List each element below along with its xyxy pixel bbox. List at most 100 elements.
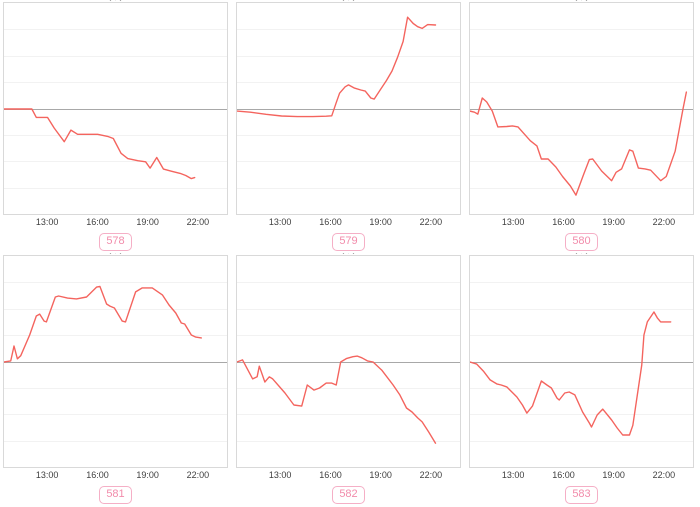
x-axis-tick: 22:00 xyxy=(186,470,210,480)
zero-baseline xyxy=(470,361,693,363)
grid-line xyxy=(237,82,460,84)
x-axis-tick: 13:00 xyxy=(501,217,525,227)
plot-area[interactable] xyxy=(236,2,461,215)
chart-cell: ( , ) 13:00 16:00 19:00 22:00 580 xyxy=(469,0,694,253)
x-axis-tick: 22:00 xyxy=(419,470,443,480)
chart-badge[interactable]: 580 xyxy=(565,233,598,251)
x-axis: 13:00 16:00 19:00 22:00 xyxy=(469,468,694,480)
chart-title-text: ( , ) xyxy=(236,0,461,2)
series-line xyxy=(470,91,688,196)
clipped-chart-title: ( , ) xyxy=(3,253,228,255)
clipped-chart-title: ( , ) xyxy=(469,0,694,2)
chart-cell: ( , ) 13:00 16:00 19:00 22:00 583 xyxy=(469,253,694,506)
clipped-chart-title: ( , ) xyxy=(236,253,461,255)
grid-line xyxy=(4,387,227,389)
line-chart-svg xyxy=(470,91,688,196)
grid-line xyxy=(237,308,460,310)
grid-line xyxy=(4,414,227,416)
plot-area[interactable] xyxy=(469,2,694,215)
zero-baseline xyxy=(237,108,460,110)
grid-line xyxy=(470,282,693,284)
x-axis-tick: 16:00 xyxy=(86,217,109,227)
grid-line xyxy=(4,282,227,284)
grid-line xyxy=(237,55,460,57)
x-axis-tick: 22:00 xyxy=(419,217,443,227)
zero-baseline xyxy=(4,361,227,363)
badge-row: 580 xyxy=(469,227,694,253)
badge-row: 581 xyxy=(3,480,228,506)
zero-baseline xyxy=(470,108,693,110)
chart-title-text: ( , ) xyxy=(3,253,228,255)
zero-baseline xyxy=(4,108,227,110)
clipped-chart-title: ( , ) xyxy=(236,0,461,2)
grid-line xyxy=(237,29,460,31)
x-axis: 13:00 16:00 19:00 22:00 xyxy=(469,215,694,227)
grid-line xyxy=(237,134,460,136)
chart-badge[interactable]: 583 xyxy=(565,486,598,504)
grid-line xyxy=(4,440,227,442)
grid-line xyxy=(470,161,693,163)
series-line xyxy=(4,108,196,180)
series-line xyxy=(237,355,437,444)
plot-area[interactable] xyxy=(3,2,228,215)
chart-cell: ( , ) 13:00 16:00 19:00 22:00 582 xyxy=(236,253,461,506)
series-line xyxy=(237,16,437,118)
chart-cell: ( , ) 13:00 16:00 19:00 22:00 581 xyxy=(3,253,228,506)
line-chart-svg xyxy=(4,108,196,180)
grid-line xyxy=(4,82,227,84)
x-axis-tick: 22:00 xyxy=(652,217,676,227)
grid-line xyxy=(4,187,227,189)
line-chart-svg xyxy=(237,16,437,118)
x-axis-tick: 19:00 xyxy=(369,217,392,227)
badge-row: 583 xyxy=(469,480,694,506)
chart-badge[interactable]: 582 xyxy=(332,486,365,504)
grid-line xyxy=(237,387,460,389)
grid-line xyxy=(470,308,693,310)
chart-badge[interactable]: 579 xyxy=(332,233,365,251)
clipped-chart-title: ( , ) xyxy=(469,253,694,255)
grid-line xyxy=(470,29,693,31)
grid-line xyxy=(470,55,693,57)
grid-line xyxy=(4,335,227,337)
chart-title-text: ( , ) xyxy=(236,253,461,255)
chart-title-text: ( , ) xyxy=(469,253,694,255)
badge-row: 579 xyxy=(236,227,461,253)
chart-title-text: ( , ) xyxy=(3,0,228,2)
x-axis: 13:00 16:00 19:00 22:00 xyxy=(236,215,461,227)
x-axis-tick: 16:00 xyxy=(319,470,342,480)
x-axis-tick: 13:00 xyxy=(501,470,525,480)
chart-title-text: ( , ) xyxy=(469,0,694,2)
chart-badge[interactable]: 578 xyxy=(99,233,132,251)
badge-row: 578 xyxy=(3,227,228,253)
grid-line xyxy=(237,440,460,442)
grid-line xyxy=(4,134,227,136)
grid-line xyxy=(237,161,460,163)
x-axis-tick: 19:00 xyxy=(369,470,392,480)
x-axis-tick: 13:00 xyxy=(268,470,292,480)
x-axis-tick: 13:00 xyxy=(268,217,292,227)
plot-area[interactable] xyxy=(236,255,461,468)
x-axis-tick: 19:00 xyxy=(136,217,159,227)
plot-area[interactable] xyxy=(469,255,694,468)
x-axis-tick: 19:00 xyxy=(602,217,625,227)
x-axis-tick: 19:00 xyxy=(602,470,625,480)
grid-line xyxy=(4,29,227,31)
line-chart-svg xyxy=(470,311,672,436)
grid-line xyxy=(470,414,693,416)
grid-line xyxy=(470,134,693,136)
plot-area[interactable] xyxy=(3,255,228,468)
x-axis-tick: 13:00 xyxy=(35,217,59,227)
series-line xyxy=(470,311,672,436)
zero-baseline xyxy=(237,361,460,363)
series-line xyxy=(4,285,203,363)
badge-row: 582 xyxy=(236,480,461,506)
x-axis: 13:00 16:00 19:00 22:00 xyxy=(3,468,228,480)
x-axis-tick: 16:00 xyxy=(552,470,575,480)
x-axis: 13:00 16:00 19:00 22:00 xyxy=(3,215,228,227)
x-axis-tick: 16:00 xyxy=(86,470,109,480)
x-axis-tick: 16:00 xyxy=(319,217,342,227)
clipped-chart-title: ( , ) xyxy=(3,0,228,2)
x-axis-tick: 22:00 xyxy=(652,470,676,480)
chart-badge[interactable]: 581 xyxy=(99,486,132,504)
